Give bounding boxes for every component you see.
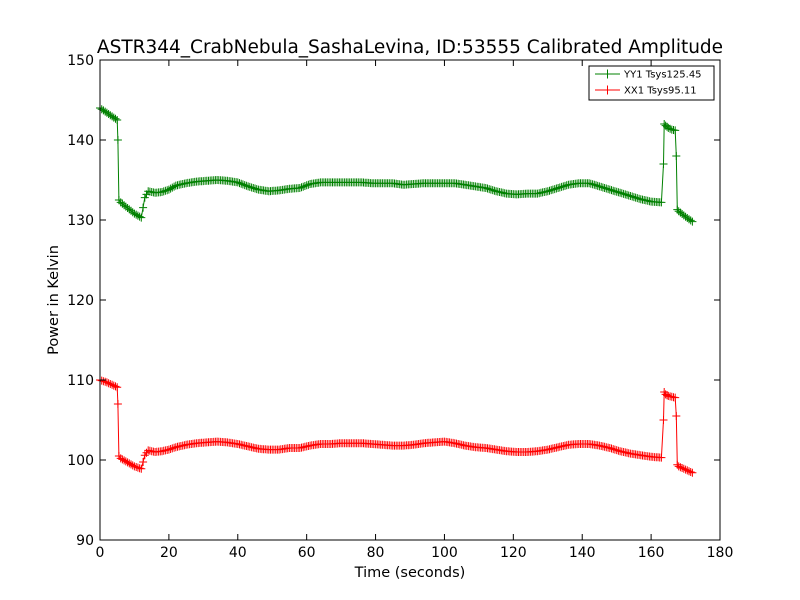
chart-title: ASTR344_CrabNebula_SashaLevina, ID:53555… bbox=[97, 37, 723, 58]
axis-ticks: 0 20 40 60 80 100 120 140 160 180 90 100 110 120 130 14… bbox=[67, 53, 733, 561]
x-tick-label: 60 bbox=[298, 545, 316, 561]
y-tick-label: 120 bbox=[67, 293, 94, 309]
x-tick-label: 160 bbox=[638, 545, 665, 561]
legend-marker-yy1 bbox=[603, 69, 612, 79]
x-tick-label: 20 bbox=[160, 545, 178, 561]
legend-box bbox=[588, 65, 715, 101]
y-tick-label: 130 bbox=[67, 213, 94, 229]
plot-area bbox=[96, 104, 697, 477]
y-tick-label: 140 bbox=[67, 133, 94, 149]
y-axis-label: Power in Kelvin bbox=[46, 245, 62, 355]
legend-label-xx1: XX1 Tsys95.11 bbox=[624, 86, 697, 97]
y-tick-label: 90 bbox=[76, 533, 94, 549]
x-tick-label: 40 bbox=[229, 545, 247, 561]
x-tick-label: 0 bbox=[96, 545, 105, 561]
legend-label-yy1: YY1 Tsys125.45 bbox=[623, 70, 702, 81]
x-tick-label: 140 bbox=[569, 545, 596, 561]
y-tick-label: 100 bbox=[67, 453, 94, 469]
x-tick-label: 180 bbox=[707, 545, 734, 561]
x-tick-label: 80 bbox=[367, 545, 385, 561]
x-tick-label: 100 bbox=[431, 545, 458, 561]
y-tick-label: 150 bbox=[67, 53, 94, 69]
legend-marker-xx1 bbox=[603, 85, 612, 95]
x-tick-label: 120 bbox=[500, 545, 527, 561]
x-axis-label: Time (seconds) bbox=[354, 565, 466, 581]
legend: YY1 Tsys125.45 XX1 Tsys95.11 bbox=[588, 65, 715, 101]
y-tick-label: 110 bbox=[67, 373, 94, 389]
